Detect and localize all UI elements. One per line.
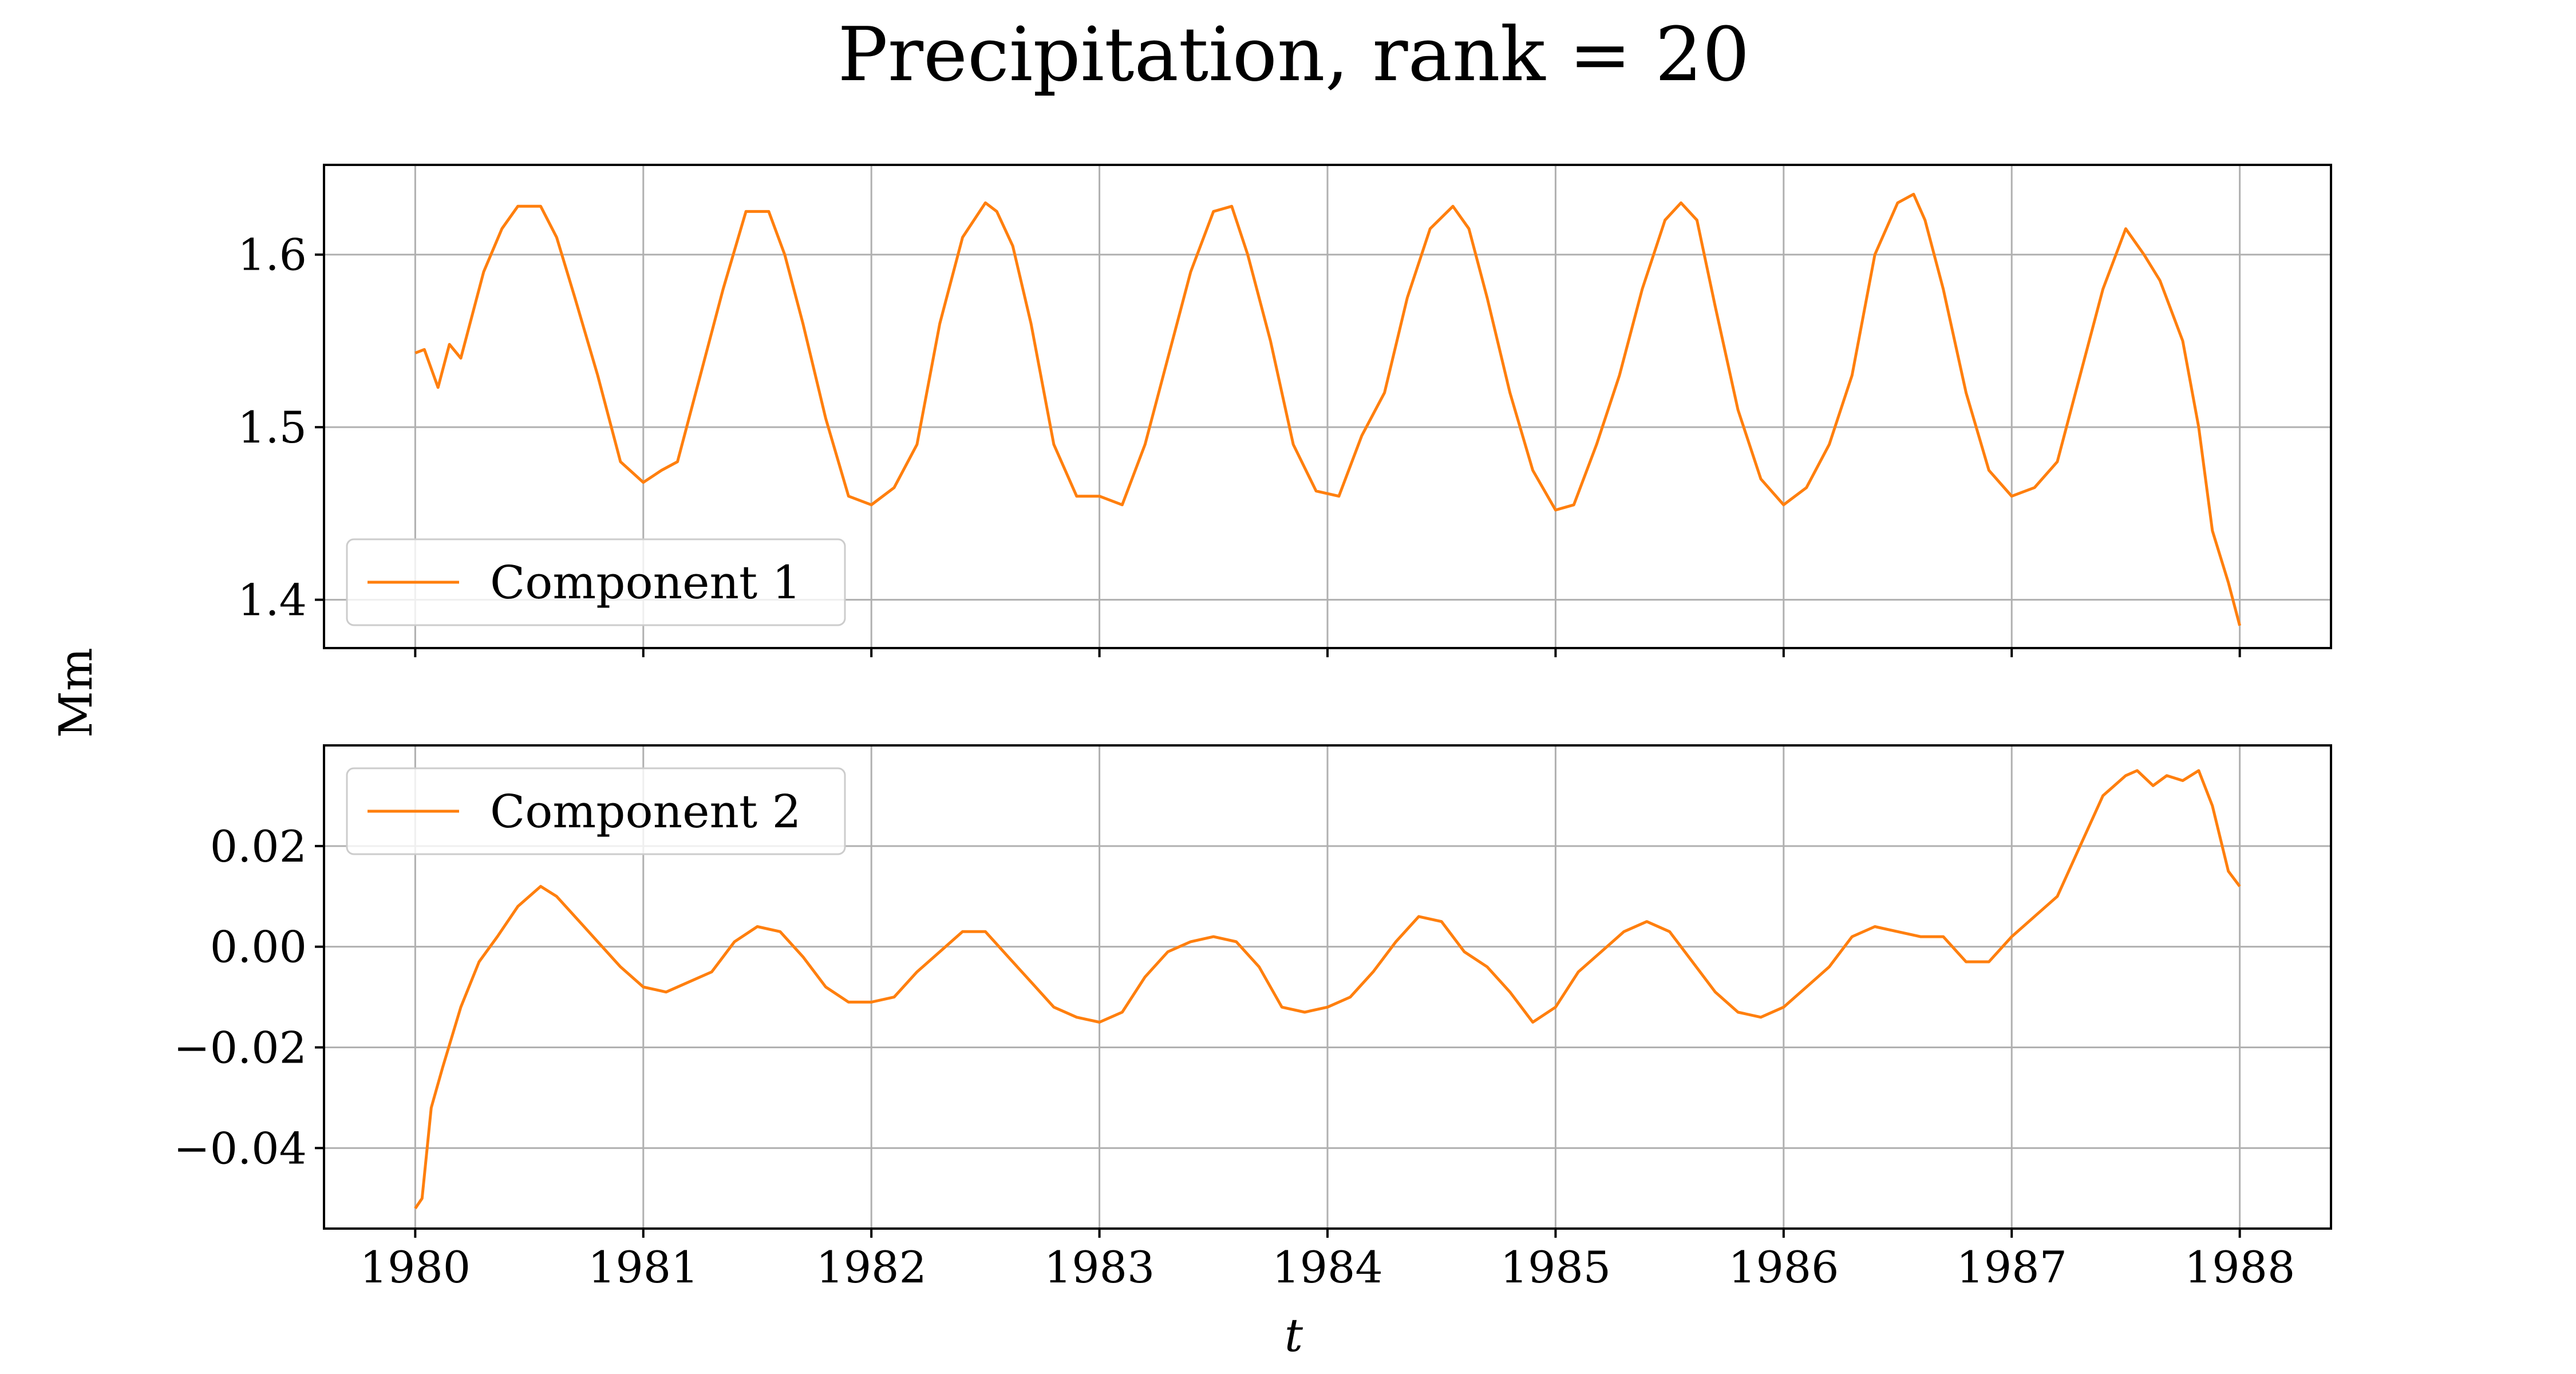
series-line-component-2 [414,769,2241,1210]
legend: Component 1 [346,538,846,626]
y-tick-label: 1.4 [238,575,307,626]
x-tick-label: 1980 [360,1242,471,1293]
legend-label: Component 2 [490,785,801,838]
x-tick-label: 1981 [588,1242,698,1293]
x-tick-label: 1986 [1728,1242,1839,1293]
x-tick-label: 1982 [816,1242,926,1293]
y-tick-label: −0.04 [173,1123,307,1174]
legend-label: Component 1 [490,556,801,609]
legend-box [346,767,846,855]
x-tick-label: 1988 [2184,1242,2295,1293]
top-panel: 1.4 1.5 1.6 Component 1 [238,164,2332,657]
y-tick-label: 0.00 [210,922,307,973]
y-tick-label: 0.02 [210,821,307,872]
y-tick-label: −0.02 [173,1022,307,1073]
bottom-panel: 1980 1981 1982 1983 1984 1985 1986 1987 1988 −0.0… [173,744,2332,1293]
legend-box [346,538,846,626]
chart-title: Precipitation, rank = 20 [837,11,1749,98]
x-axis-label: t [1285,1309,1303,1362]
y-tick-label: 1.6 [238,230,307,281]
y-tick-label: 1.5 [238,402,307,453]
legend: Component 2 [346,767,846,855]
x-tick-label: 1985 [1500,1242,1611,1293]
series-line-component-1 [414,192,2242,626]
x-tick-label: 1984 [1272,1242,1382,1293]
x-tick-label: 1983 [1044,1242,1155,1293]
y-axis-label: Mm [49,647,102,738]
x-tick-label: 1987 [1957,1242,2067,1293]
